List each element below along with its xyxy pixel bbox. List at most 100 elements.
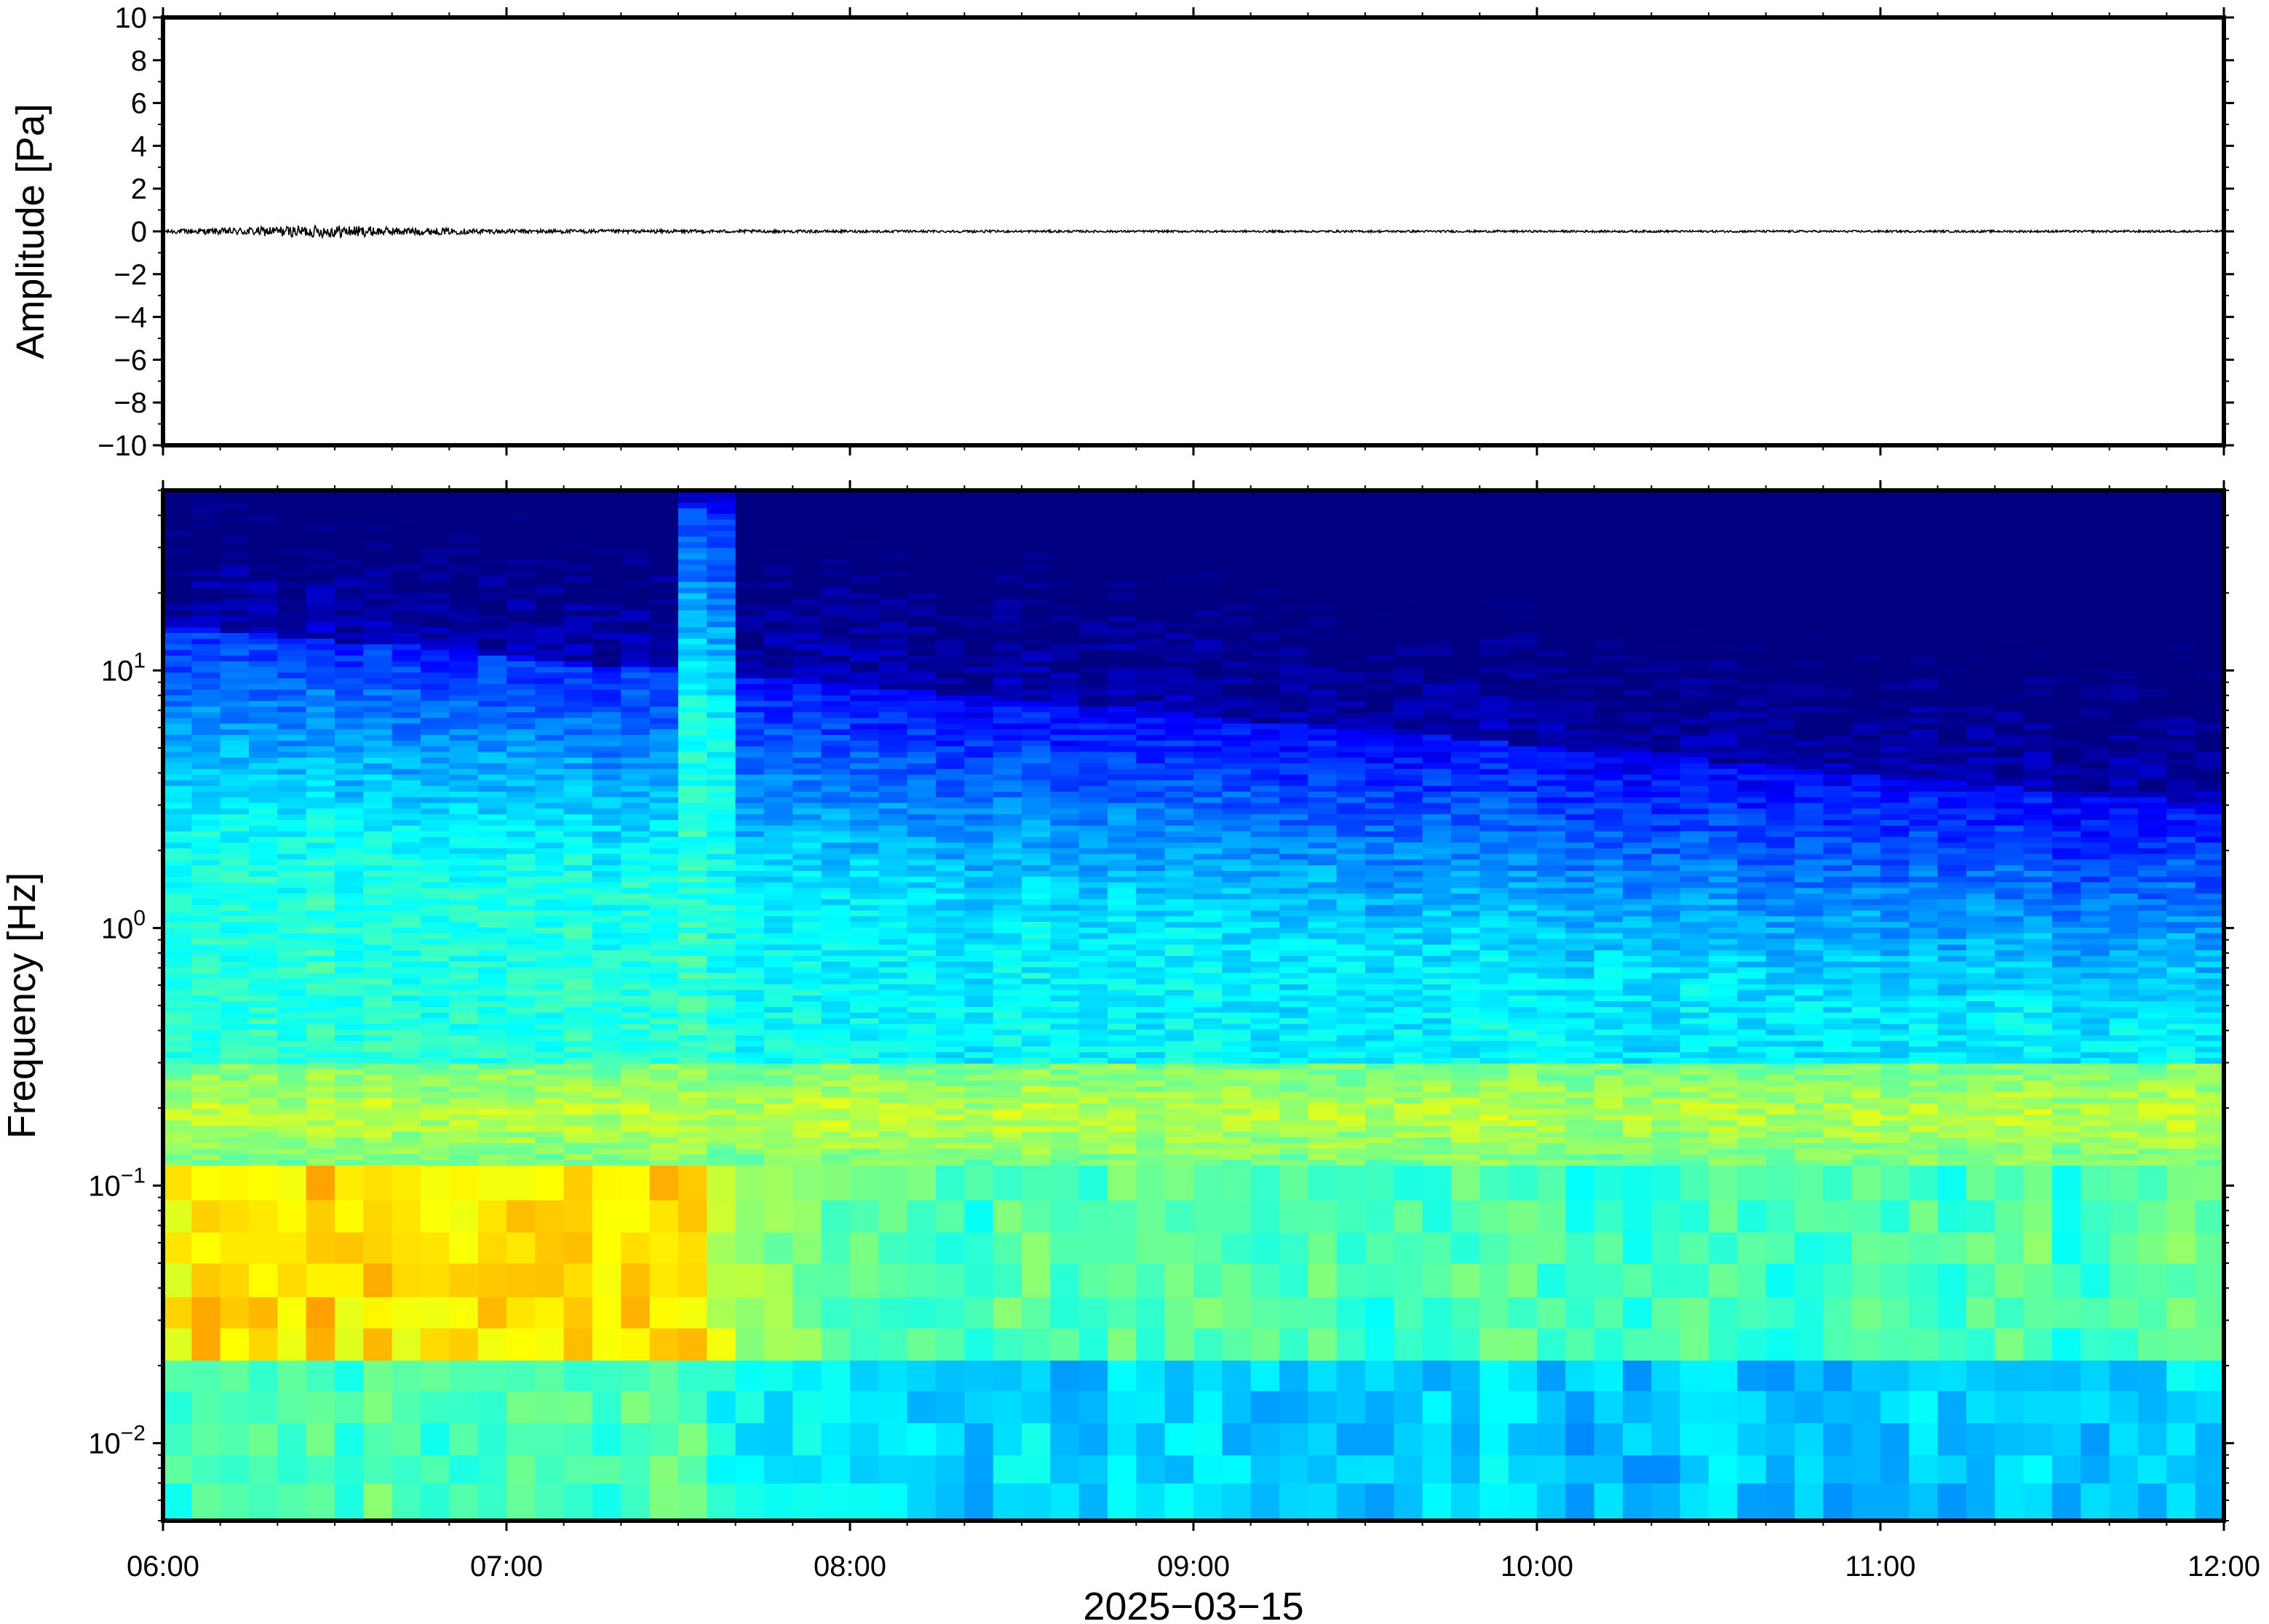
heatmap-cell — [191, 933, 221, 939]
heatmap-cell — [1108, 728, 1137, 736]
heatmap-cell — [1136, 621, 1166, 628]
heatmap-cell — [592, 638, 621, 645]
heatmap-cell — [535, 1142, 565, 1149]
heatmap-cell — [249, 972, 278, 979]
heatmap-cell — [191, 1108, 221, 1115]
heatmap-cell — [335, 610, 364, 616]
heatmap-cell — [1078, 576, 1108, 582]
heatmap-cell — [907, 683, 937, 690]
heatmap-cell — [678, 1137, 707, 1143]
heatmap-cell — [392, 587, 421, 594]
heatmap-cell — [421, 1046, 450, 1053]
heatmap-cell — [993, 1046, 1022, 1053]
heatmap-cell — [1050, 938, 1080, 945]
heatmap-cell — [678, 1102, 707, 1110]
heatmap-cell — [363, 706, 393, 712]
heatmap-cell — [1050, 1040, 1080, 1047]
heatmap-cell — [1193, 496, 1223, 503]
heatmap-cell — [649, 740, 679, 747]
heatmap-cell — [392, 825, 421, 832]
heatmap-cell — [764, 655, 793, 661]
heatmap-cell — [421, 728, 450, 736]
heatmap-cell — [1136, 1074, 1166, 1081]
heatmap-cell — [964, 734, 994, 741]
heatmap-cell — [363, 576, 393, 582]
heatmap-cell — [220, 819, 250, 826]
heatmap-cell — [735, 1454, 765, 1484]
heatmap-cell — [563, 785, 593, 792]
heatmap-cell — [220, 621, 250, 628]
heatmap-cell — [964, 1131, 994, 1138]
heatmap-cell — [678, 1165, 707, 1201]
heatmap-cell — [1164, 672, 1194, 679]
heatmap-cell — [421, 1000, 450, 1007]
heatmap-cell — [563, 791, 593, 797]
heatmap-cell — [392, 576, 421, 582]
heatmap-cell — [1193, 1114, 1223, 1121]
heatmap-cell — [678, 632, 707, 639]
heatmap-cell — [563, 581, 593, 588]
heatmap-cell — [592, 508, 621, 514]
heatmap-cell — [449, 496, 479, 503]
heatmap-cell — [563, 1159, 593, 1166]
heatmap-cell — [220, 695, 250, 701]
heatmap-cell — [277, 547, 307, 554]
heatmap-cell — [1078, 1328, 1108, 1361]
heatmap-cell — [1022, 1091, 1051, 1098]
heatmap-cell — [792, 864, 822, 872]
heatmap-cell — [449, 621, 479, 628]
heatmap-cell — [220, 683, 250, 690]
heatmap-cell — [821, 984, 851, 990]
heatmap-cell — [1022, 661, 1051, 667]
heatmap-cell — [335, 723, 364, 730]
heatmap-cell — [421, 1328, 450, 1361]
heatmap-cell — [592, 864, 621, 872]
heatmap-cell — [850, 1051, 879, 1059]
heatmap-cell — [1078, 536, 1108, 543]
heatmap-cell — [1078, 893, 1108, 899]
heatmap-cell — [735, 927, 765, 934]
heatmap-cell — [1164, 1023, 1194, 1030]
heatmap-cell — [850, 1096, 879, 1104]
heatmap-cell — [392, 553, 421, 560]
heatmap-cell — [936, 876, 965, 883]
heatmap-cell — [363, 525, 393, 531]
heatmap-cell — [563, 706, 593, 712]
heatmap-cell — [936, 870, 965, 877]
heatmap-cell — [306, 1360, 335, 1391]
heatmap-cell — [277, 621, 307, 628]
heatmap-cell — [449, 1086, 479, 1092]
heatmap-cell — [649, 672, 679, 679]
heatmap-cell — [993, 581, 1022, 588]
heatmap-cell — [477, 779, 507, 787]
heatmap-cell — [363, 564, 393, 571]
heatmap-cell — [792, 876, 822, 883]
heatmap-cell — [1050, 626, 1080, 633]
heatmap-cell — [477, 859, 507, 866]
heatmap-cell — [563, 1040, 593, 1047]
heatmap-cell — [1078, 1390, 1108, 1424]
heatmap-cell — [477, 626, 507, 633]
heatmap-cell — [850, 610, 879, 616]
heatmap-cell — [850, 1057, 879, 1064]
heatmap-cell — [878, 1006, 908, 1013]
heatmap-cell — [277, 1125, 307, 1132]
heatmap-cell — [249, 1074, 278, 1081]
heatmap-cell — [821, 859, 851, 866]
heatmap-cell — [993, 1263, 1022, 1297]
heatmap-cell — [678, 1483, 707, 1521]
heatmap-cell — [1164, 876, 1194, 883]
heatmap-cell — [277, 1153, 307, 1161]
heatmap-cell — [163, 1029, 192, 1035]
heatmap-cell — [678, 802, 707, 809]
heatmap-cell — [335, 785, 364, 792]
heatmap-cell — [993, 813, 1022, 820]
heatmap-cell — [621, 717, 651, 724]
heatmap-cell — [1108, 909, 1137, 917]
heatmap-cell — [592, 683, 621, 690]
heatmap-cell — [964, 1074, 994, 1081]
heatmap-cell — [1193, 882, 1223, 888]
heatmap-cell — [1022, 677, 1051, 685]
heatmap-cell — [621, 989, 651, 996]
heatmap-cell — [1193, 655, 1223, 661]
